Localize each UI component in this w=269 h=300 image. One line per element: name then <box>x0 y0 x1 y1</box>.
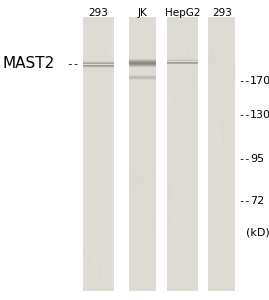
Bar <box>83 61 114 62</box>
Bar <box>83 63 114 64</box>
Text: MAST2: MAST2 <box>3 56 55 71</box>
Bar <box>83 67 114 68</box>
Bar <box>167 64 199 65</box>
Text: --: -- <box>238 76 250 86</box>
Bar <box>129 64 156 65</box>
Text: 130: 130 <box>250 110 269 121</box>
Bar <box>83 65 114 66</box>
Text: 170: 170 <box>250 76 269 86</box>
Text: --: -- <box>238 154 250 164</box>
Bar <box>83 62 114 63</box>
Text: 293: 293 <box>212 8 232 17</box>
Bar <box>167 59 199 60</box>
Bar <box>129 66 156 67</box>
Bar <box>129 61 156 62</box>
Text: HepG2: HepG2 <box>165 8 201 17</box>
Bar <box>167 60 199 61</box>
Text: --: -- <box>66 59 79 69</box>
Bar <box>83 16 114 291</box>
Bar <box>167 61 199 62</box>
Bar <box>129 62 156 63</box>
Text: --: -- <box>238 110 250 121</box>
Text: JK: JK <box>138 8 147 17</box>
Text: (kD): (kD) <box>246 227 269 238</box>
Bar <box>129 16 156 291</box>
Bar <box>83 66 114 67</box>
Bar <box>129 65 156 66</box>
Bar <box>208 16 235 291</box>
Bar <box>167 16 199 291</box>
Bar <box>167 62 199 63</box>
Bar <box>129 63 156 64</box>
Text: 293: 293 <box>88 8 108 17</box>
Bar <box>129 60 156 61</box>
Bar <box>129 59 156 60</box>
Text: 95: 95 <box>250 154 264 164</box>
Text: --: -- <box>238 196 250 206</box>
Bar <box>167 63 199 64</box>
Bar <box>83 64 114 65</box>
Text: 72: 72 <box>250 196 264 206</box>
